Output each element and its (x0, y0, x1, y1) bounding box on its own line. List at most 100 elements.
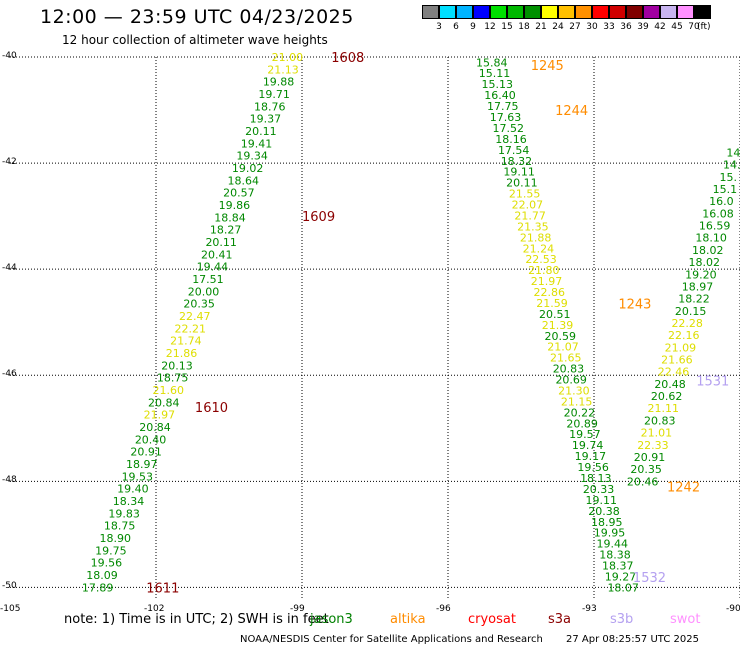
colorbar-label: 6 (453, 22, 459, 32)
swh-value: 18.90 (100, 532, 132, 545)
swh-value: 19.34 (236, 150, 268, 163)
swh-value: 21.15 (561, 395, 593, 408)
swh-value: 21.60 (152, 384, 184, 397)
swh-value: 21.09 (665, 341, 697, 354)
swh-value: 18.37 (602, 560, 634, 573)
lat-label: -40 (2, 51, 17, 61)
swh-value: 20.51 (539, 308, 571, 321)
colorbar-label: 42 (654, 22, 666, 32)
swh-value: 18.97 (682, 280, 714, 293)
lon-label: -93 (582, 604, 597, 614)
swh-value: 21.66 (661, 354, 693, 367)
colorbar-label: 33 (603, 22, 615, 32)
colorbar-swatch (473, 5, 490, 19)
swh-value: 20.22 (564, 406, 596, 419)
swh-value: 17.75 (487, 100, 519, 113)
swh-value: 21.65 (550, 352, 582, 365)
swh-value: 18.02 (689, 256, 721, 269)
swh-value: 20.33 (583, 483, 615, 496)
swh-value: 20.84 (139, 421, 171, 434)
swh-value: 19.71 (258, 88, 290, 101)
swh-value: 21.86 (166, 347, 198, 360)
swh-value: 18.07 (607, 581, 639, 594)
swh-value: 20.91 (634, 451, 666, 464)
swh-value: 19.56 (577, 461, 609, 474)
colorbar-swatch (558, 5, 575, 19)
footer-note: note: 1) Time is in UTC; 2) SWH is in fe… (64, 612, 329, 627)
swh-value: 19.11 (586, 494, 618, 507)
colorbar-swatch (575, 5, 592, 19)
swh-value: 21.39 (542, 319, 574, 332)
colorbar-swatch (524, 5, 541, 19)
swh-value: 22.28 (671, 317, 703, 330)
colorbar-swatch (592, 5, 609, 19)
swh-value: 18.16 (495, 133, 527, 146)
swh-value: 18.13 (580, 472, 612, 485)
swh-value: 19.57 (569, 428, 601, 441)
swh-value: 21.24 (523, 242, 555, 255)
colorbar-swatch (609, 5, 626, 19)
swh-value: 17.51 (192, 273, 224, 286)
swh-value: 15.1 (713, 183, 738, 196)
pass-time-label: 1610 (195, 401, 228, 416)
swh-value: 19.11 (503, 166, 535, 179)
swh-value: 19.95 (594, 527, 626, 540)
swh-value: 21.01 (641, 427, 673, 440)
swh-value: 20.83 (553, 363, 585, 376)
colorbar-swatch (422, 5, 439, 19)
swh-value: 15. (720, 171, 738, 184)
swh-value: 21.35 (517, 220, 549, 233)
lat-label: -46 (2, 369, 17, 380)
swh-value: 18.09 (86, 569, 118, 582)
pass-time-label: 1531 (696, 375, 729, 390)
colorbar-swatch (541, 5, 558, 19)
pass-time-label: 1608 (331, 51, 364, 66)
swh-value: 20.57 (223, 187, 255, 200)
colorbar-label: 30 (586, 22, 598, 32)
swh-value: 22.53 (525, 253, 557, 266)
swh-value: 21.88 (520, 231, 552, 244)
lon-label: -105 (0, 604, 21, 614)
colorbar-swatch (694, 5, 711, 19)
swh-value: 19.53 (122, 470, 154, 483)
swh-value: 20.89 (566, 417, 598, 430)
swh-value: 18.38 (599, 549, 631, 562)
page-subtitle: 12 hour collection of altimeter wave hei… (62, 33, 328, 47)
lat-label: -44 (2, 263, 17, 274)
swh-value: 22.46 (658, 366, 690, 379)
colorbar-swatch (643, 5, 660, 19)
swh-value: 19.74 (572, 439, 604, 452)
legend-cryosat: cryosat (468, 612, 516, 627)
swh-value: 18.02 (692, 244, 724, 257)
swh-value: 18.34 (113, 495, 145, 508)
swh-value: 19.17 (575, 450, 607, 463)
swh-value: 22.16 (668, 329, 700, 342)
swh-value: 19.75 (95, 544, 127, 557)
swh-value: 21.30 (558, 384, 590, 397)
swh-value: 21.11 (647, 402, 679, 415)
swh-value: 20.11 (205, 236, 237, 249)
swh-value: 20.35 (183, 298, 215, 311)
timestamp: 27 Apr 08:25:57 UTC 2025 (566, 634, 699, 645)
pass-time-label: 1245 (531, 59, 564, 74)
colorbar-swatch (626, 5, 643, 19)
swh-value: 20.41 (201, 248, 233, 261)
swh-value: 22.33 (637, 439, 669, 452)
colorbar-swatch (439, 5, 456, 19)
swh-value: 21.07 (547, 341, 579, 354)
lat-label: -42 (2, 157, 17, 168)
swh-value: 21.00 (272, 51, 304, 64)
colorbar-label: 15 (501, 22, 513, 32)
swh-value: 20.84 (148, 396, 180, 409)
swh-value: 19.20 (685, 268, 717, 281)
swh-value: 18.27 (210, 224, 242, 237)
swh-value: 20.40 (135, 433, 167, 446)
swh-value: 18.84 (214, 211, 246, 224)
swh-value: 19.83 (108, 507, 140, 520)
swh-value: 18.10 (695, 232, 727, 245)
legend-s3b: s3b (610, 612, 634, 627)
credit-text: NOAA/NESDIS Center for Satellite Applica… (240, 634, 543, 645)
swh-value: 20.59 (544, 330, 576, 343)
swh-value: 17.54 (498, 144, 530, 157)
swh-value: 19.41 (241, 137, 273, 150)
